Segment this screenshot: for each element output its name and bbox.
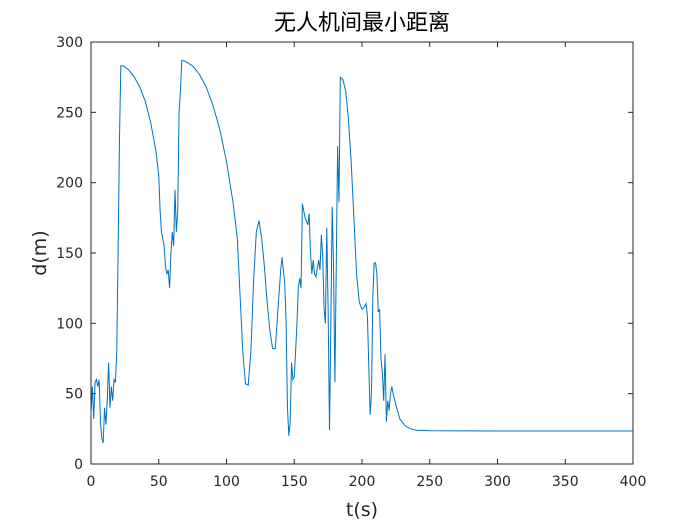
x-tick-label: 150 — [281, 474, 308, 490]
x-tick-label: 100 — [213, 474, 240, 490]
plot-area — [90, 41, 634, 465]
x-tick-label: 250 — [416, 474, 443, 490]
x-tick-label: 50 — [150, 474, 168, 490]
y-tick-label: 50 — [65, 387, 83, 403]
y-tick-label: 100 — [56, 316, 83, 332]
y-tick-label: 150 — [56, 246, 83, 262]
y-tick-label: 200 — [56, 176, 83, 192]
chart-title: 无人机间最小距离 — [274, 11, 450, 36]
y-tick-label: 250 — [56, 105, 83, 121]
x-axis-label: t(s) — [346, 499, 378, 521]
x-tick-label: 300 — [484, 474, 511, 490]
x-tick-label: 400 — [620, 474, 647, 490]
y-tick-label: 0 — [74, 457, 83, 473]
data-line — [90, 59, 633, 444]
y-tick-label: 300 — [56, 35, 83, 51]
x-tick-label: 0 — [87, 474, 96, 490]
y-axis-label: d(m) — [29, 230, 51, 275]
x-tick-label: 350 — [552, 474, 579, 490]
x-tick-label: 200 — [349, 474, 376, 490]
